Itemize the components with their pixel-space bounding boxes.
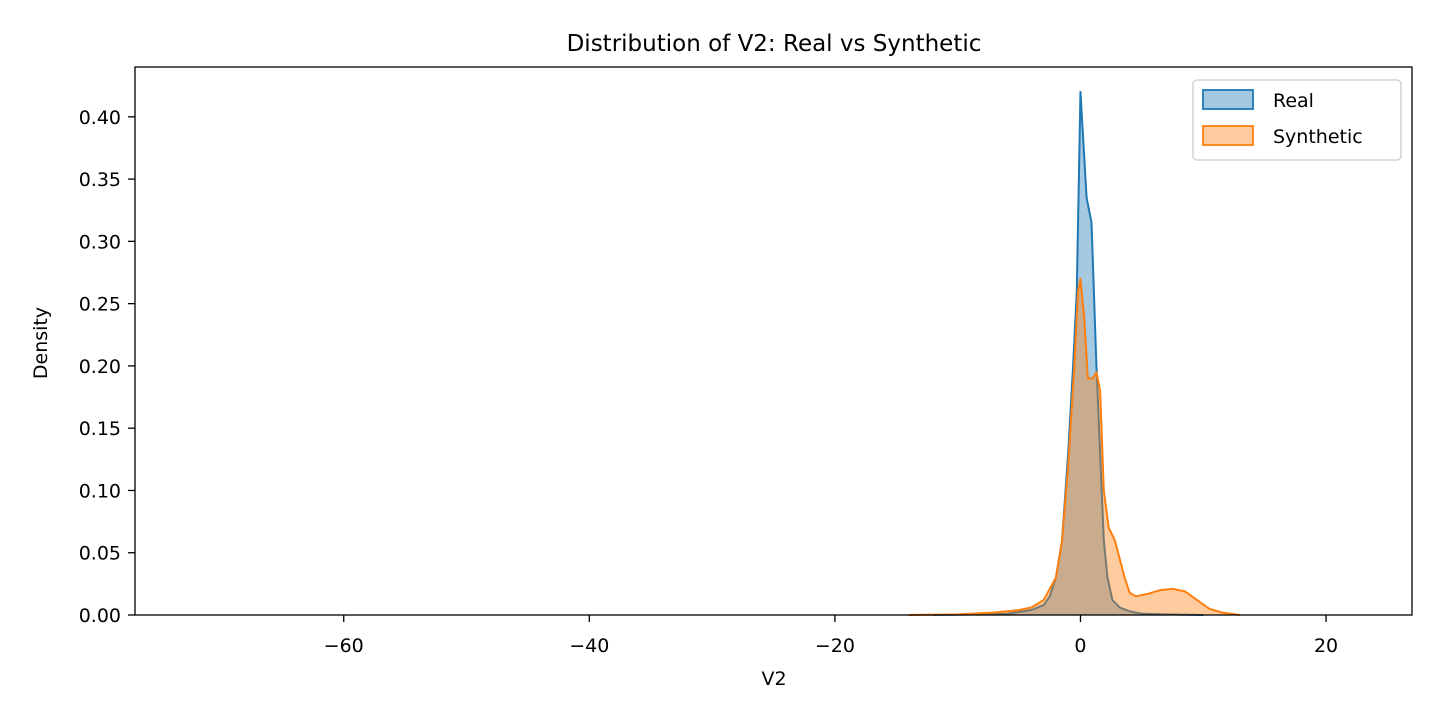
y-tick-label: 0.25 xyxy=(79,294,121,316)
y-tick-label: 0.10 xyxy=(79,480,121,502)
y-tick-label: 0.40 xyxy=(79,107,121,129)
y-axis-title: Density xyxy=(30,307,52,379)
x-tick-label: −20 xyxy=(815,635,855,657)
chart-title: Distribution of V2: Real vs Synthetic xyxy=(567,31,982,57)
series-synthetic-line xyxy=(908,277,1241,616)
legend-swatch-synthetic xyxy=(1202,125,1254,146)
y-tick-label: 0.00 xyxy=(79,605,121,627)
y-tick-label: 0.20 xyxy=(79,356,121,378)
x-tick-label: −60 xyxy=(324,635,364,657)
x-tick-label: 0 xyxy=(1074,635,1086,657)
x-axis: −60 −40 −20 0 20 xyxy=(324,615,1338,657)
y-axis: 0.00 0.05 0.10 0.15 0.20 0.25 0.30 0.35 0.40 xyxy=(79,107,135,627)
series-real-fill xyxy=(933,91,1204,615)
x-tick-label: −40 xyxy=(569,635,609,657)
series-real-line xyxy=(933,90,1204,616)
legend-label-synthetic: Synthetic xyxy=(1273,126,1363,148)
plot-frame xyxy=(134,66,1413,616)
y-tick-label: 0.35 xyxy=(79,169,121,191)
legend-swatch-real xyxy=(1202,89,1254,110)
series-synthetic-fill xyxy=(908,278,1241,615)
legend-box xyxy=(1192,79,1402,161)
y-tick-label: 0.15 xyxy=(79,418,121,440)
x-tick-label: 20 xyxy=(1314,635,1338,657)
legend: Real Synthetic xyxy=(1192,79,1402,161)
series-layer xyxy=(908,90,1241,616)
y-tick-label: 0.05 xyxy=(79,543,121,565)
y-tick-label: 0.30 xyxy=(79,231,121,253)
x-axis-title: V2 xyxy=(761,668,786,690)
legend-label-real: Real xyxy=(1273,90,1314,112)
